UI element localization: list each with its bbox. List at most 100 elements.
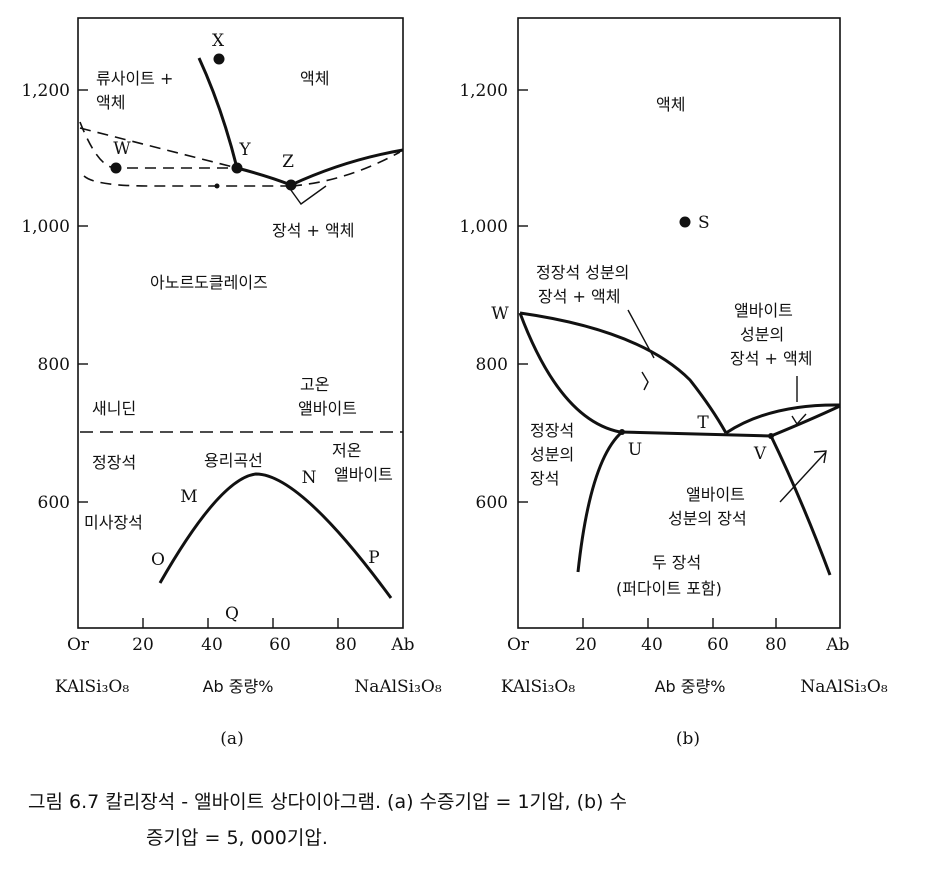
panel-a-dashed-right: [290, 151, 401, 187]
panel-a-label-z: Z: [282, 152, 294, 172]
panel-b-point-u: [619, 429, 625, 435]
panel-b-x-tick-40: 40: [641, 635, 663, 655]
panel-b-region-ab-feldspar-liquid-2: 성분의: [740, 325, 784, 344]
panel-a-label-n: N: [302, 468, 317, 488]
panel-a-solvus-curve: [158, 472, 393, 599]
panel-a-x-tick-marks: [142, 618, 339, 628]
panel-b-pointer-ab-feldspar: [779, 451, 827, 503]
panel-a-leucite-liquidus: [197, 57, 239, 169]
panel-a-label-p: P: [368, 548, 379, 568]
panel-b-or-solidus: [518, 312, 621, 434]
panel-a-label-w: W: [113, 139, 131, 159]
panel-b-x-left-formula: KAlSi₃O₈: [501, 677, 576, 697]
panel-b-label-v: V: [753, 444, 767, 464]
panel-b-ab-liquidus: [725, 403, 841, 435]
panel-b-x-tick-20: 20: [575, 635, 597, 655]
panel-b-ab-solidus: [770, 404, 841, 438]
panel-b-region-ab-feldspar-1: 앨바이트: [686, 485, 745, 504]
panel-a-region-microcline: 미사장석: [84, 513, 143, 532]
panel-b-region-two-feldspars-1: 두 장석: [652, 553, 701, 572]
panel-b-region-or-feldspar-1: 정장석: [530, 421, 574, 440]
figure-caption-line-1: 그림 6.7 칼리장석 - 앨바이트 상다이아그램. (a) 수증기압 = 1기…: [28, 791, 627, 813]
panel-a-label-o: O: [151, 550, 165, 570]
panel-b-y-tick-600: 600: [476, 493, 508, 513]
panel-b-y-tick-800: 800: [476, 355, 508, 375]
panel-b-x-tick-marks: [582, 618, 777, 628]
panel-a-liquidus-z-ab: [290, 148, 404, 187]
panel-a-point-y: [231, 162, 243, 174]
panel-a-y-tick-800: 800: [38, 355, 70, 375]
panel-b-region-or-feldspar-liquid-2: 장석 + 액체: [538, 287, 620, 306]
panel-b-frame: [517, 17, 841, 629]
panel-a-region-liquid: 액체: [300, 69, 329, 88]
panel-a-dashed-lower: [83, 175, 291, 187]
panel-b-label-u: U: [628, 440, 642, 460]
panel-a-region-sanidine: 새니딘: [92, 399, 136, 418]
panel-b-y-tick-1200: 1,200: [459, 81, 508, 101]
panel-b-region-ab-feldspar-liquid-3: 장석 + 액체: [730, 349, 812, 368]
panel-a-region-high-albite-1: 고온: [300, 375, 329, 394]
panel-a-frame: [77, 17, 404, 629]
panel-b-x-axis-label: Ab 중량%: [655, 677, 726, 696]
panel-a-point-x: [213, 53, 225, 65]
panel-a-point-w: [110, 162, 122, 174]
panel-b-region-or-feldspar-liquid-1: 정장석 성분의: [536, 263, 629, 282]
panel-b: 1,200 1,000 800 600 Or 20 40 60 80 Ab KA…: [459, 17, 888, 749]
phase-diagram-figure: 1,200 1,000 800 600 Or 20 40 60 80 Ab KA…: [21, 17, 888, 749]
panel-b-label-s: S: [698, 213, 710, 233]
figure-caption-line-2: 증기압 = 5, 000기압.: [146, 827, 328, 849]
panel-a-x-tick-80: 80: [335, 635, 357, 655]
panel-b-region-liquid: 액체: [656, 95, 685, 114]
panel-a-x-tick-ab: Ab: [390, 635, 414, 655]
panel-b-curves: [518, 309, 841, 576]
panel-a-region-anorthoclase: 아노르도클레이즈: [150, 273, 268, 292]
panel-b-ab-solvus: [769, 435, 832, 576]
panel-a-label-q: Q: [225, 604, 239, 624]
panel-a-dot-small: [214, 183, 220, 189]
panel-a-label-y: Y: [238, 140, 251, 160]
panel-b-x-tick-80: 80: [765, 635, 787, 655]
panel-a-tie-arrow: [287, 185, 327, 205]
panel-a-dashed-upper: [79, 127, 238, 169]
panel-b-or-solvus: [576, 430, 623, 573]
panel-a-x-tick-40: 40: [201, 635, 223, 655]
figure-caption: 그림 6.7 칼리장석 - 앨바이트 상다이아그램. (a) 수증기압 = 1기…: [28, 784, 908, 856]
panel-a-y-tick-marks: [78, 89, 88, 503]
panel-b-x-tick-ab: Ab: [825, 635, 849, 655]
panel-a-x-tick-60: 60: [269, 635, 291, 655]
panel-a: 1,200 1,000 800 600 Or 20 40 60 80 Ab KA…: [21, 17, 442, 749]
panel-b-x-right-formula: NaAlSi₃O₈: [800, 677, 888, 697]
panel-a-region-leucite-liquid-1: 류사이트 +: [96, 69, 173, 88]
panel-a-x-left-formula: KAlSi₃O₈: [55, 677, 130, 697]
panel-a-region-low-albite-2: 앨바이트: [334, 465, 393, 484]
panel-a-y-tick-1000: 1,000: [21, 217, 70, 237]
panel-a-region-low-albite-1: 저온: [332, 441, 361, 460]
panel-b-eutectic-line: [619, 430, 772, 438]
panel-b-x-tick-or: Or: [507, 635, 530, 655]
panel-b-sub-label: (b): [676, 729, 700, 749]
panel-b-x-tick-60: 60: [707, 635, 729, 655]
panel-b-region-ab-feldspar-2: 성분의 장석: [668, 509, 747, 528]
panel-a-region-feldspar-liquid: 장석 + 액체: [272, 221, 354, 240]
panel-b-region-or-feldspar-2: 성분의: [530, 445, 574, 464]
panel-b-region-two-feldspars-2: (퍼다이트 포함): [616, 579, 722, 598]
panel-a-sub-label: (a): [220, 729, 243, 749]
panel-b-arrowhead-ab-feldspar: [813, 450, 827, 464]
panel-a-y-tick-1200: 1,200: [21, 81, 70, 101]
panel-a-x-right-formula: NaAlSi₃O₈: [354, 677, 442, 697]
panel-a-point-z: [285, 179, 297, 191]
panel-b-point-s: [679, 216, 691, 228]
panel-b-or-liquidus: [519, 311, 728, 434]
panel-b-tick-or-liquid: [641, 371, 649, 391]
panel-a-region-orthoclase: 정장석: [92, 453, 136, 472]
panel-a-x-tick-20: 20: [132, 635, 154, 655]
panel-b-label-t: T: [697, 413, 709, 433]
panel-b-pointer-or-liquid: [627, 309, 655, 359]
panel-b-label-w: W: [491, 304, 509, 324]
panel-b-y-tick-marks: [518, 89, 528, 503]
panel-a-label-x: X: [212, 31, 225, 51]
panel-a-region-leucite-liquid-2: 액체: [96, 93, 125, 112]
panel-a-x-axis-label: Ab 중량%: [203, 677, 274, 696]
panel-a-label-m: M: [180, 487, 197, 507]
panel-b-y-tick-1000: 1,000: [459, 217, 508, 237]
